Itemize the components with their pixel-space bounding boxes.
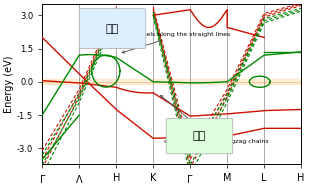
FancyBboxPatch shape xyxy=(166,118,233,154)
Text: channels along the zigzag chains: channels along the zigzag chains xyxy=(161,95,269,144)
FancyBboxPatch shape xyxy=(79,9,146,49)
Y-axis label: Energy (eV): Energy (eV) xyxy=(4,55,14,113)
Text: channels along the straight lines: channels along the straight lines xyxy=(122,33,231,53)
Text: 🔴🔵: 🔴🔵 xyxy=(106,24,119,34)
Text: 🟢🟣: 🟢🟣 xyxy=(193,131,206,141)
